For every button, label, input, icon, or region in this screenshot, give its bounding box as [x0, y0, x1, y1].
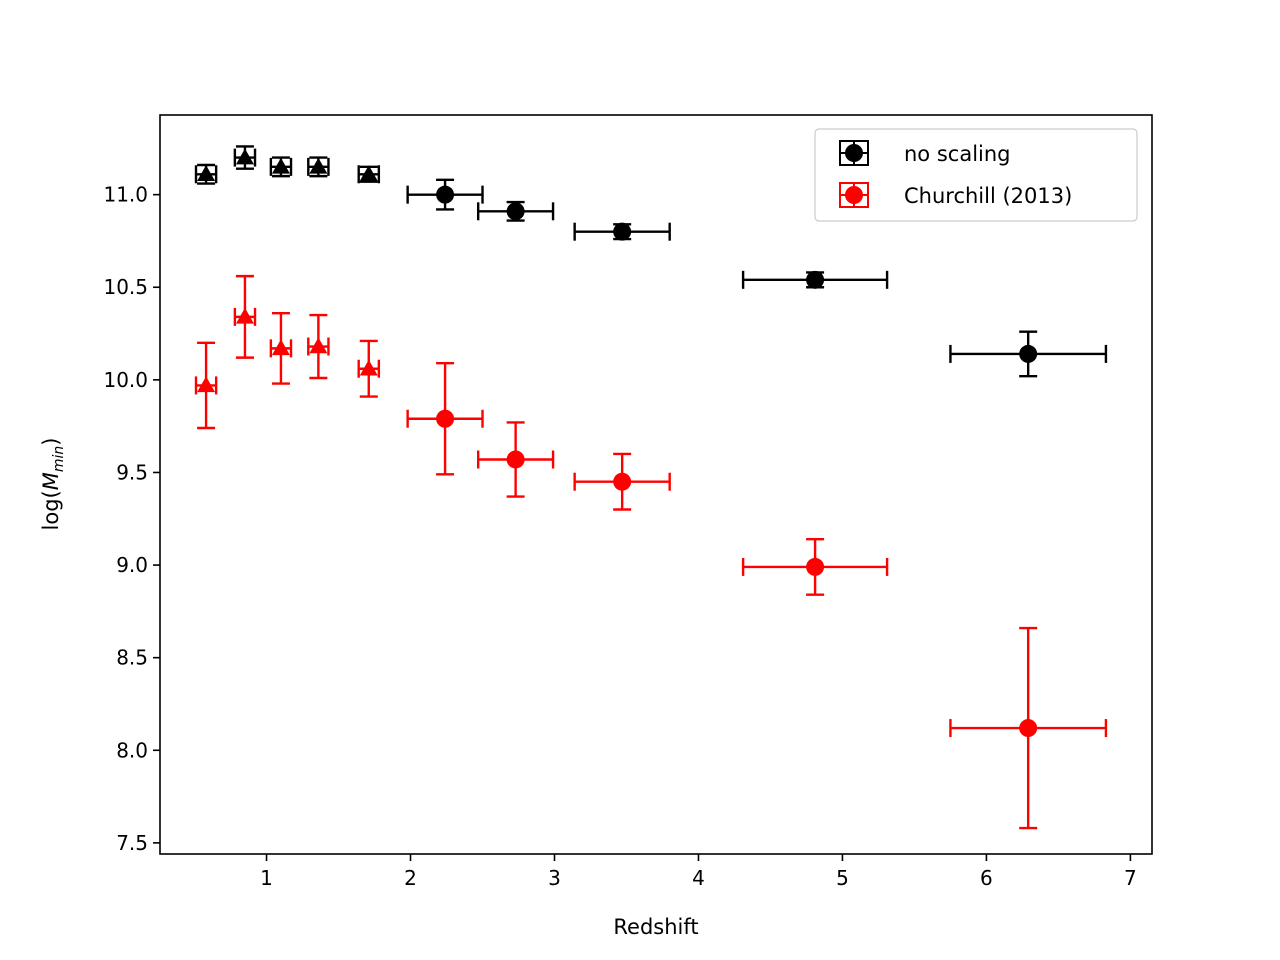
plot-marks: [194, 145, 1108, 830]
legend-label-no-scaling: no scaling: [904, 142, 1011, 166]
triangle-point: [197, 165, 216, 182]
legend: no scaling Churchill (2013): [814, 128, 1138, 222]
legend-marker-no-scaling: [839, 140, 869, 166]
y-tick-label: 8.5: [116, 646, 148, 670]
triangle-point: [197, 376, 216, 393]
circle-point: [506, 450, 525, 469]
x-tick-label: 3: [548, 866, 561, 890]
circle-point: [506, 202, 525, 221]
x-axis-ticks: 1 2 3 4 5 6 7: [260, 854, 1137, 890]
x-tick-label: 1: [260, 866, 273, 890]
circle-point: [613, 222, 632, 241]
y-tick-label: 9.5: [116, 460, 148, 484]
y-axis-ticks: 7.5 8.0 8.5 9.0 9.5 10.0 10.5 11.0: [103, 183, 160, 855]
triangle-point: [271, 339, 290, 356]
x-tick-label: 7: [1124, 866, 1137, 890]
y-tick-label: 11.0: [103, 183, 148, 207]
x-tick-label: 6: [980, 866, 993, 890]
circle-point: [613, 472, 632, 491]
legend-label-churchill: Churchill (2013): [904, 184, 1072, 208]
legend-marker-dot: [845, 186, 863, 204]
triangle-point: [309, 157, 328, 174]
triangle-point: [309, 337, 328, 354]
series-churchill: [194, 274, 1108, 830]
legend-marker-dot: [845, 144, 863, 162]
x-tick-label: 4: [692, 866, 705, 890]
y-tick-label: 7.5: [116, 831, 148, 855]
triangle-point: [235, 148, 254, 165]
axes-frame: [159, 114, 1153, 855]
circle-point: [806, 557, 825, 576]
series-no-scaling: [194, 145, 1108, 378]
y-axis-label: log(Mmin): [39, 438, 67, 531]
legend-marker-churchill: [839, 182, 869, 208]
y-tick-label: 10.5: [103, 275, 148, 299]
y-tick-label: 9.0: [116, 553, 148, 577]
circle-point: [436, 409, 455, 428]
circle-point: [806, 270, 825, 289]
x-axis-label: Redshift: [613, 915, 698, 939]
triangle-point: [271, 157, 290, 174]
x-tick-label: 5: [836, 866, 849, 890]
legend-box: [814, 128, 1138, 222]
circle-point: [436, 185, 455, 204]
y-tick-label: 8.0: [116, 738, 148, 762]
y-tick-label: 10.0: [103, 368, 148, 392]
triangle-point: [359, 359, 378, 376]
x-tick-label: 2: [404, 866, 417, 890]
circle-point: [1019, 344, 1038, 363]
circle-point: [1019, 719, 1038, 738]
triangle-point: [359, 165, 378, 182]
triangle-point: [235, 307, 254, 324]
